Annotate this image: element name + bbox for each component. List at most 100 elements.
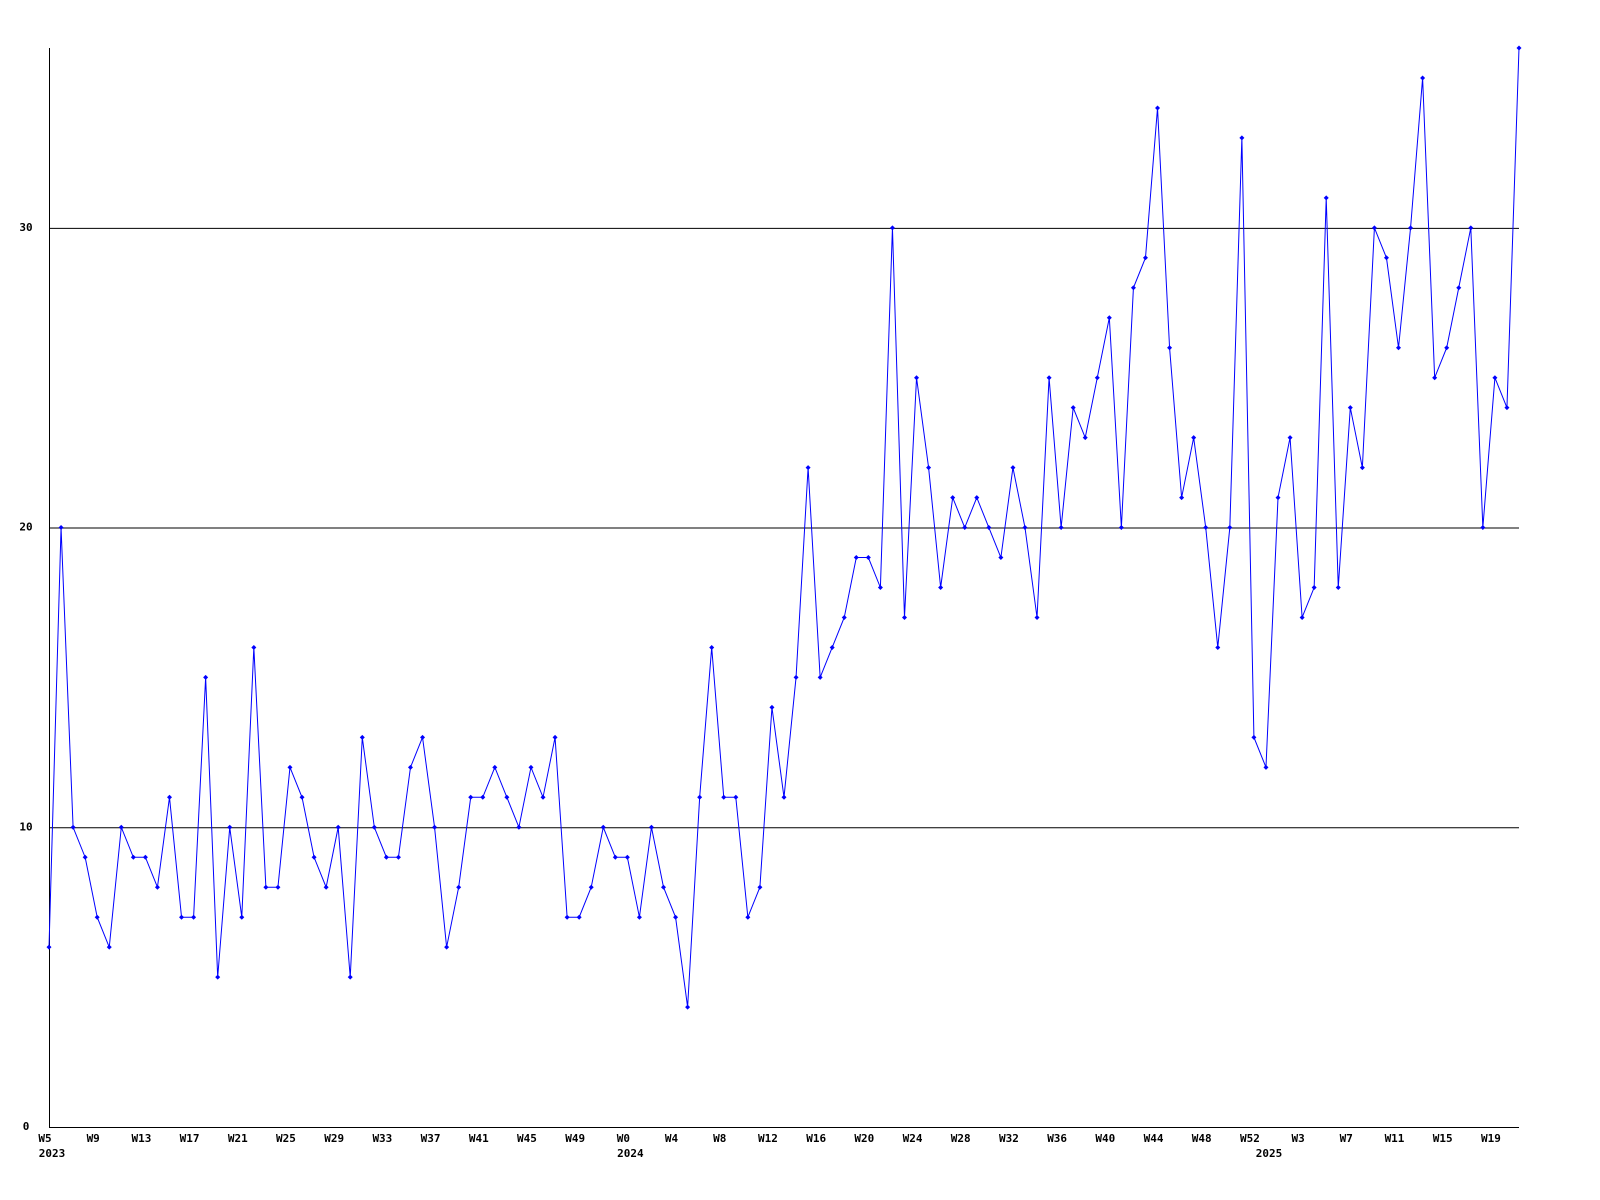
x-tick-label: W5 bbox=[38, 1132, 51, 1145]
year-label: 2023 bbox=[39, 1147, 66, 1160]
data-point bbox=[1359, 465, 1365, 471]
data-point bbox=[456, 884, 462, 890]
data-point bbox=[154, 884, 160, 890]
data-point bbox=[1046, 375, 1052, 381]
x-tick-label: W28 bbox=[951, 1132, 971, 1145]
data-point bbox=[612, 854, 618, 860]
data-point bbox=[1504, 405, 1510, 411]
data-point bbox=[407, 764, 413, 770]
data-point bbox=[1191, 435, 1197, 441]
data-point bbox=[347, 974, 353, 980]
x-tick-label: W9 bbox=[87, 1132, 100, 1145]
data-point bbox=[648, 824, 654, 830]
data-point bbox=[552, 734, 558, 740]
data-point bbox=[1094, 375, 1100, 381]
data-point bbox=[1516, 45, 1522, 51]
data-line bbox=[48, 47, 1520, 1008]
data-point bbox=[106, 944, 112, 950]
data-point bbox=[1275, 495, 1281, 501]
x-tick-label: W24 bbox=[903, 1132, 923, 1145]
data-point bbox=[1227, 525, 1233, 531]
y-tick-label: 10 bbox=[19, 820, 32, 833]
data-point bbox=[528, 764, 534, 770]
x-tick-label: W44 bbox=[1144, 1132, 1164, 1145]
data-point bbox=[1155, 105, 1161, 111]
data-point bbox=[94, 914, 100, 920]
data-point bbox=[1311, 585, 1317, 590]
data-point bbox=[215, 974, 221, 980]
y-tick-label: 30 bbox=[19, 221, 32, 234]
data-point bbox=[962, 525, 968, 531]
data-point bbox=[323, 884, 329, 890]
data-point bbox=[950, 495, 956, 501]
data-point bbox=[359, 734, 365, 740]
data-point bbox=[1323, 195, 1329, 201]
data-point bbox=[1239, 135, 1245, 141]
x-tick-label: W21 bbox=[228, 1132, 248, 1145]
data-point bbox=[239, 914, 245, 920]
x-tick-label: W52 bbox=[1240, 1132, 1260, 1145]
data-point bbox=[998, 555, 1004, 561]
data-point bbox=[733, 794, 739, 800]
data-point bbox=[1070, 405, 1076, 411]
year-label: 2025 bbox=[1256, 1147, 1283, 1160]
data-point bbox=[432, 824, 438, 830]
data-point bbox=[805, 465, 811, 471]
data-point bbox=[420, 734, 426, 740]
data-point bbox=[1142, 255, 1148, 261]
data-point bbox=[926, 465, 932, 471]
data-point bbox=[166, 794, 172, 800]
data-point bbox=[1010, 465, 1016, 471]
data-point bbox=[1432, 375, 1438, 381]
data-point bbox=[914, 375, 920, 381]
data-point bbox=[263, 884, 269, 890]
data-point bbox=[1106, 315, 1112, 321]
data-point bbox=[504, 794, 510, 800]
data-point bbox=[1179, 495, 1185, 501]
data-point bbox=[251, 644, 257, 650]
data-point bbox=[1287, 435, 1293, 441]
data-point bbox=[685, 1004, 691, 1010]
data-point bbox=[1371, 225, 1377, 231]
data-point bbox=[1408, 225, 1414, 231]
data-point bbox=[299, 794, 305, 800]
data-point bbox=[624, 854, 630, 860]
data-point bbox=[82, 854, 88, 860]
data-point bbox=[46, 944, 52, 950]
data-point bbox=[516, 824, 522, 830]
data-point bbox=[1022, 525, 1028, 531]
x-tick-label: W13 bbox=[131, 1132, 151, 1145]
x-tick-label: W37 bbox=[421, 1132, 441, 1145]
data-point bbox=[853, 555, 859, 561]
data-point bbox=[697, 794, 703, 800]
data-point bbox=[588, 884, 594, 890]
data-point bbox=[793, 674, 799, 680]
data-point bbox=[444, 944, 450, 950]
data-point bbox=[335, 824, 341, 830]
x-tick-label: W40 bbox=[1095, 1132, 1115, 1145]
data-point bbox=[383, 854, 389, 860]
data-point bbox=[191, 914, 197, 920]
y-tick-label: 20 bbox=[19, 521, 32, 534]
data-point bbox=[865, 555, 871, 561]
data-point bbox=[1396, 345, 1402, 351]
data-point bbox=[1480, 525, 1486, 531]
data-point bbox=[636, 914, 642, 920]
data-point bbox=[1335, 585, 1341, 590]
x-tick-label: W32 bbox=[999, 1132, 1019, 1145]
data-point bbox=[1468, 225, 1474, 231]
x-tick-label: W8 bbox=[713, 1132, 726, 1145]
data-point bbox=[986, 525, 992, 531]
data-point bbox=[179, 914, 185, 920]
data-point bbox=[227, 824, 233, 830]
data-point bbox=[1299, 614, 1305, 620]
data-point bbox=[1420, 75, 1426, 81]
data-point bbox=[1167, 345, 1173, 351]
data-point bbox=[203, 674, 209, 680]
x-tick-label: W16 bbox=[806, 1132, 826, 1145]
data-point bbox=[1456, 285, 1462, 291]
data-point bbox=[395, 854, 401, 860]
data-point bbox=[287, 764, 293, 770]
data-point bbox=[118, 824, 124, 830]
